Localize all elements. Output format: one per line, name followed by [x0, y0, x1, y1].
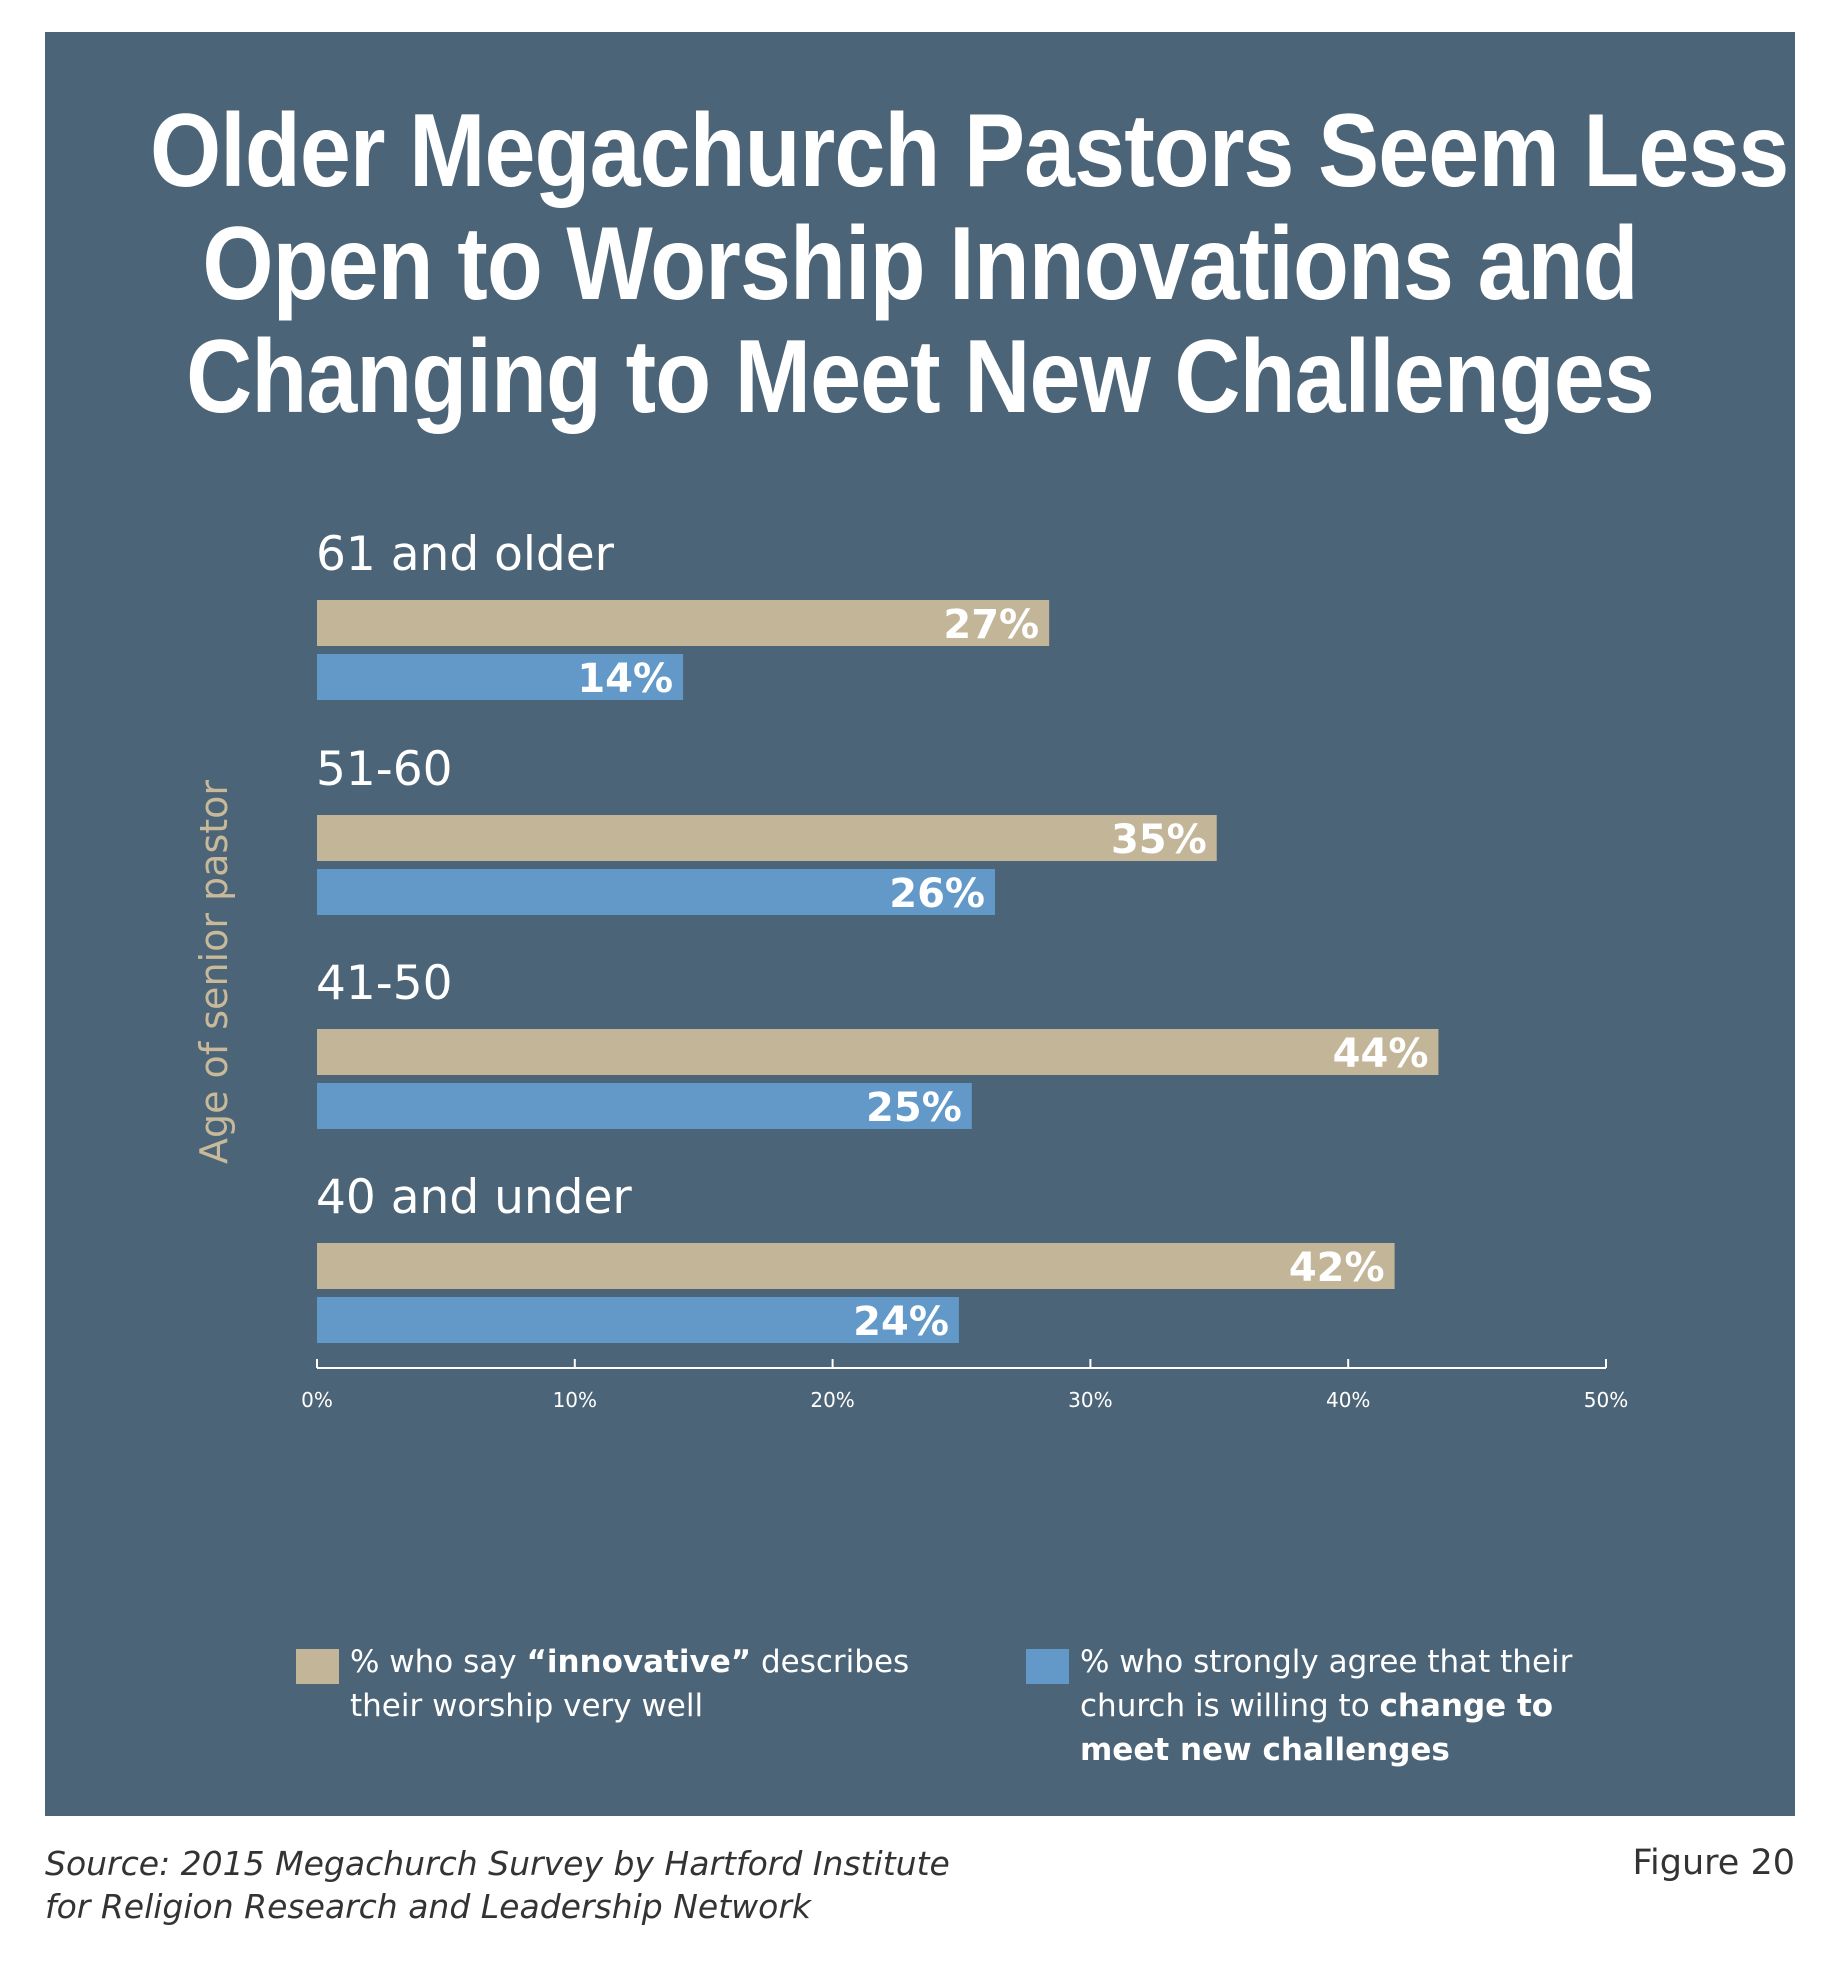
figure-label: Figure 20	[1632, 1843, 1795, 1883]
bar-value-label: 24%	[853, 1299, 949, 1345]
legend-swatch-change	[1026, 1649, 1069, 1684]
category-label: 61 and older	[316, 527, 615, 582]
bar	[317, 654, 684, 700]
category-label: 51-60	[316, 742, 453, 797]
legend-text-change: % who strongly agree that their church i…	[1080, 1644, 1573, 1768]
source-note: Source: 2015 Megachurch Survey by Hartfo…	[45, 1844, 950, 1926]
bar	[317, 869, 996, 915]
bar-value-label: 44%	[1333, 1031, 1429, 1077]
bar-value-label: 14%	[577, 656, 673, 702]
bar	[317, 1083, 972, 1129]
chart-panel	[45, 32, 1795, 1816]
category-label: 41-50	[316, 956, 453, 1011]
bar-value-label: 42%	[1289, 1245, 1385, 1291]
bar-value-label: 25%	[866, 1085, 962, 1131]
bar-value-label: 35%	[1111, 817, 1207, 863]
x-tick-label: 0%	[301, 1388, 333, 1412]
bar	[317, 1297, 959, 1343]
bar	[317, 600, 1050, 646]
chart-title: Older Megachurch Pastors Seem Less Open …	[150, 93, 1789, 435]
legend-swatch-innovative	[296, 1649, 339, 1684]
bar	[317, 815, 1217, 861]
category-label: 40 and under	[316, 1170, 632, 1225]
bar	[317, 1029, 1439, 1075]
x-tick-label: 30%	[1068, 1388, 1112, 1412]
title-line: Changing to Meet New Challenges	[186, 319, 1655, 435]
bar-value-label: 27%	[943, 602, 1039, 648]
x-tick-label: 20%	[810, 1388, 854, 1412]
legend-text-innovative: % who say “innovative” describes their w…	[350, 1644, 910, 1724]
x-tick-label: 40%	[1326, 1388, 1370, 1412]
x-tick-label: 50%	[1584, 1388, 1628, 1412]
bar	[317, 1243, 1395, 1289]
title-line: Older Megachurch Pastors Seem Less	[150, 93, 1789, 209]
x-tick-label: 10%	[553, 1388, 597, 1412]
y-axis-label: Age of senior pastor	[192, 780, 236, 1164]
title-line: Open to Worship Innovations and	[202, 206, 1638, 322]
bar-value-label: 26%	[889, 871, 985, 917]
bar-chart: 61 and older 27% 14% 51-60 35% 26% 41-50 44% 25%…	[192, 527, 1628, 1412]
